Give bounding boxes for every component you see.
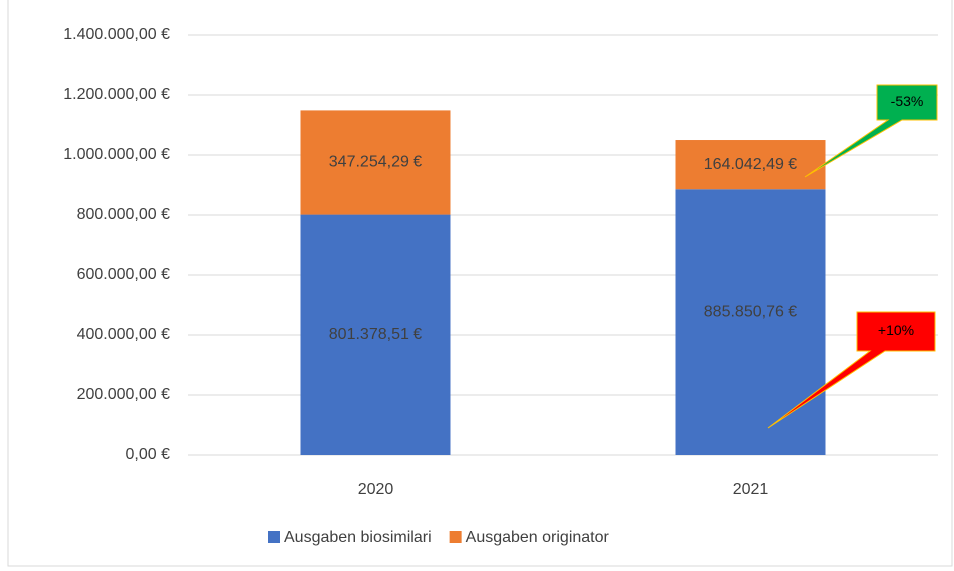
- y-tick-label: 1.000.000,00 €: [63, 146, 170, 163]
- y-tick-label: 1.200.000,00 €: [63, 86, 170, 103]
- callout: [804, 84, 938, 178]
- x-tick-label: 2021: [733, 481, 769, 498]
- legend-swatch: [449, 531, 462, 543]
- data-label: 885.850,76 €: [704, 303, 798, 320]
- bar-segment: [675, 189, 826, 456]
- data-label: 164.042,49 €: [704, 156, 798, 173]
- x-tick-label: 2020: [358, 481, 394, 498]
- callout-text: -53%: [891, 93, 924, 109]
- y-tick-label: 200.000,00 €: [77, 386, 171, 403]
- data-label: 347.254,29 €: [329, 154, 423, 171]
- callout-text: +10%: [878, 322, 914, 338]
- y-tick-label: 800.000,00 €: [77, 206, 171, 223]
- y-tick-label: 0,00 €: [126, 446, 171, 463]
- legend-swatch: [268, 531, 280, 543]
- legend-label: Ausgaben biosimilari: [284, 529, 432, 546]
- bar-segment: [300, 110, 451, 215]
- y-tick-label: 400.000,00 €: [77, 326, 171, 343]
- bar-segment: [300, 214, 451, 455]
- data-label: 801.378,51 €: [329, 326, 423, 343]
- bar-segment: [675, 140, 826, 190]
- callout: [767, 311, 936, 429]
- y-tick-label: 1.400.000,00 €: [63, 26, 170, 43]
- legend-label: Ausgaben originator: [466, 529, 610, 546]
- y-tick-label: 600.000,00 €: [77, 266, 171, 283]
